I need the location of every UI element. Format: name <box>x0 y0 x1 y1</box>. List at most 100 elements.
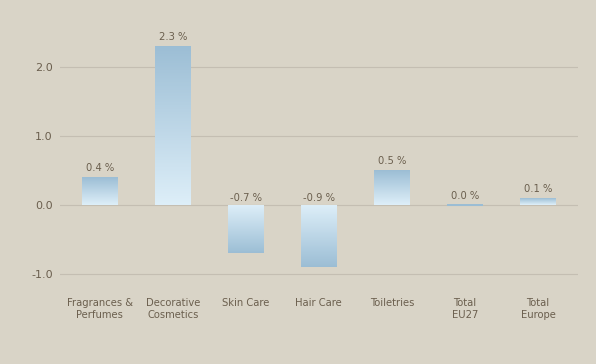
Bar <box>154 74 191 75</box>
Bar <box>154 76 191 77</box>
Bar <box>154 58 191 59</box>
Bar <box>154 64 191 65</box>
Bar <box>154 105 191 106</box>
Bar <box>154 94 191 95</box>
Text: 0.0 %: 0.0 % <box>451 191 479 201</box>
Bar <box>154 84 191 85</box>
Bar <box>154 161 191 162</box>
Bar <box>154 55 191 56</box>
Bar <box>154 154 191 155</box>
Bar <box>154 102 191 103</box>
Bar <box>154 166 191 167</box>
Bar <box>154 101 191 102</box>
Bar <box>154 179 191 180</box>
Bar <box>154 47 191 48</box>
Bar <box>154 62 191 63</box>
Bar <box>154 203 191 204</box>
Bar <box>154 136 191 137</box>
Bar <box>154 108 191 110</box>
Bar <box>154 123 191 124</box>
Bar <box>154 57 191 58</box>
Bar <box>154 173 191 174</box>
Bar <box>154 184 191 185</box>
Bar <box>154 186 191 187</box>
Bar <box>154 172 191 173</box>
Bar <box>154 164 191 165</box>
Bar <box>154 204 191 205</box>
Bar <box>154 190 191 191</box>
Bar <box>154 193 191 194</box>
Bar <box>154 111 191 112</box>
Bar <box>154 93 191 94</box>
Bar <box>154 181 191 182</box>
Bar <box>154 162 191 163</box>
Text: 0.5 %: 0.5 % <box>378 156 406 166</box>
Bar <box>154 88 191 89</box>
Bar <box>154 85 191 86</box>
Bar <box>154 81 191 82</box>
Bar <box>154 50 191 51</box>
Bar <box>154 80 191 81</box>
Bar <box>154 91 191 92</box>
Bar <box>154 158 191 159</box>
Bar <box>154 147 191 149</box>
Bar <box>154 150 191 151</box>
Bar <box>154 127 191 128</box>
Bar <box>154 130 191 131</box>
Bar <box>154 92 191 93</box>
Bar <box>154 56 191 57</box>
Bar <box>154 86 191 87</box>
Text: -0.7 %: -0.7 % <box>230 193 262 203</box>
Bar <box>154 49 191 50</box>
Bar <box>154 163 191 164</box>
Bar <box>154 107 191 108</box>
Bar <box>154 175 191 176</box>
Bar <box>154 188 191 189</box>
Bar <box>154 195 191 196</box>
Bar <box>154 138 191 139</box>
Text: 0.1 %: 0.1 % <box>524 184 552 194</box>
Bar <box>154 169 191 170</box>
Bar <box>446 204 483 206</box>
Bar <box>154 132 191 133</box>
Bar <box>154 151 191 153</box>
Bar <box>154 120 191 121</box>
Bar <box>154 201 191 202</box>
Bar <box>154 71 191 72</box>
Bar <box>154 159 191 160</box>
Bar <box>154 185 191 186</box>
Bar <box>154 198 191 199</box>
Bar <box>154 106 191 107</box>
Bar <box>154 139 191 140</box>
Bar <box>154 100 191 101</box>
Bar <box>154 104 191 105</box>
Bar <box>154 95 191 96</box>
Bar <box>154 183 191 184</box>
Bar <box>154 83 191 84</box>
Bar <box>154 114 191 115</box>
Bar <box>154 61 191 62</box>
Bar <box>154 178 191 179</box>
Bar <box>154 51 191 52</box>
Bar <box>154 157 191 158</box>
Bar <box>154 97 191 98</box>
Text: 0.4 %: 0.4 % <box>86 163 114 173</box>
Bar <box>154 116 191 117</box>
Bar <box>154 112 191 114</box>
Bar <box>154 115 191 116</box>
Text: 2.3 %: 2.3 % <box>159 32 187 42</box>
Bar <box>154 122 191 123</box>
Bar <box>154 189 191 190</box>
Bar <box>154 196 191 197</box>
Bar <box>154 65 191 66</box>
Bar <box>154 168 191 169</box>
Bar <box>154 78 191 79</box>
Bar <box>154 174 191 175</box>
Bar <box>154 133 191 134</box>
Bar <box>154 191 191 192</box>
Bar <box>154 180 191 181</box>
Bar <box>154 46 191 47</box>
Bar <box>154 134 191 135</box>
Bar <box>154 142 191 143</box>
Bar <box>154 99 191 100</box>
